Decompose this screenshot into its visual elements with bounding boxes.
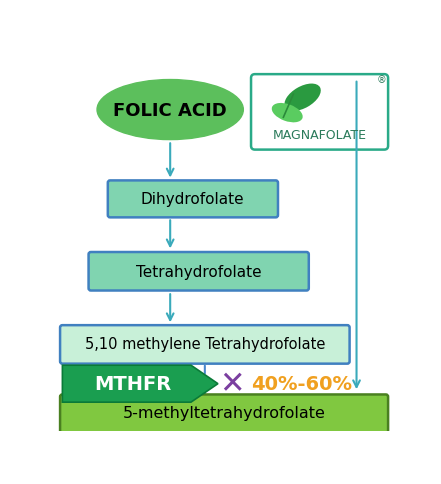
Text: Tetrahydrofolate: Tetrahydrofolate [136, 264, 262, 279]
FancyBboxPatch shape [89, 253, 309, 291]
FancyBboxPatch shape [251, 75, 388, 151]
FancyBboxPatch shape [60, 394, 388, 433]
FancyBboxPatch shape [60, 325, 350, 364]
Text: ®: ® [376, 75, 386, 85]
Text: 40%-60%: 40%-60% [250, 375, 351, 393]
Text: Dihydrofolate: Dihydrofolate [141, 192, 244, 207]
Text: MTHFR: MTHFR [95, 375, 172, 393]
Ellipse shape [284, 84, 321, 112]
Text: MAGNAFOLATE: MAGNAFOLATE [273, 128, 366, 141]
Polygon shape [62, 365, 218, 402]
Text: ✕: ✕ [219, 369, 245, 398]
Text: FOLIC ACID: FOLIC ACID [113, 101, 227, 120]
Ellipse shape [97, 80, 243, 140]
Text: 5,10 methylene Tetrahydrofolate: 5,10 methylene Tetrahydrofolate [85, 336, 325, 351]
FancyBboxPatch shape [108, 181, 278, 218]
Ellipse shape [272, 104, 303, 123]
Text: 5-methyltetrahydrofolate: 5-methyltetrahydrofolate [123, 406, 325, 421]
